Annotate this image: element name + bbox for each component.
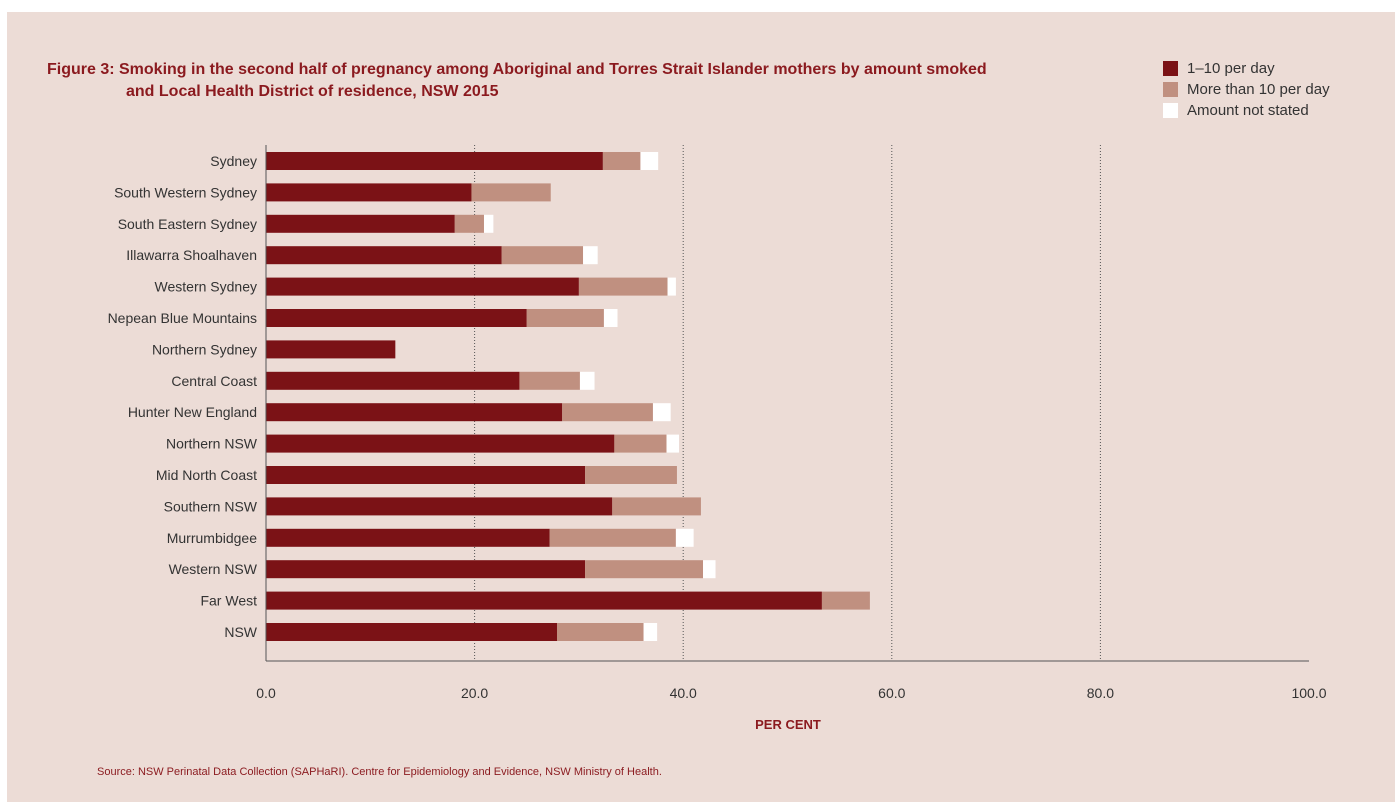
category-label-central-coast: Central Coast <box>171 373 257 389</box>
legend-swatch-not-stated <box>1163 103 1178 118</box>
legend-label-not-stated: Amount not stated <box>1187 102 1309 119</box>
bar-western-nsw-more-than-10-per-day <box>585 560 704 579</box>
category-label-south-western-sydney: South Western Sydney <box>114 184 257 200</box>
bar-illawarra-shoalhaven-more-than-10-per-day <box>501 246 584 265</box>
x-tick-label-0: 0.0 <box>256 685 276 701</box>
bar-far-west-more-than-10-per-day <box>821 591 870 610</box>
bar-western-sydney-1-10-per-day <box>266 277 579 296</box>
bar-southern-nsw-1-10-per-day <box>266 497 613 516</box>
bar-mid-north-coast-more-than-10-per-day <box>585 466 677 484</box>
bar-hunter-new-england-more-than-10-per-day <box>562 403 653 422</box>
chart-legend: 1–10 per day More than 10 per day Amount… <box>1163 58 1330 121</box>
bar-south-western-sydney-1-10-per-day <box>266 183 472 202</box>
bar-sydney-more-than-10-per-day <box>602 152 641 170</box>
bar-western-sydney-amount-not-stated <box>667 277 676 296</box>
bar-northern-nsw-1-10-per-day <box>266 434 615 453</box>
category-label-mid-north-coast: Mid North Coast <box>156 467 257 483</box>
category-label-illawarra-shoalhaven: Illawarra Shoalhaven <box>126 247 257 263</box>
legend-swatch-more-than-10 <box>1163 82 1178 97</box>
bar-nepean-blue-mountains-amount-not-stated <box>603 309 618 327</box>
x-tick-label-40: 40.0 <box>670 685 697 701</box>
chart-panel <box>7 12 1395 802</box>
bar-illawarra-shoalhaven-amount-not-stated <box>583 246 598 265</box>
category-label-northern-sydney: Northern Sydney <box>152 341 257 357</box>
bar-central-coast-1-10-per-day <box>266 371 520 390</box>
bar-hunter-new-england-amount-not-stated <box>652 403 671 422</box>
bar-mid-north-coast-1-10-per-day <box>266 466 586 484</box>
bar-southern-nsw-more-than-10-per-day <box>612 497 701 516</box>
category-label-hunter-new-england: Hunter New England <box>128 404 257 420</box>
bar-western-nsw-amount-not-stated <box>703 560 716 579</box>
x-tick-label-20: 20.0 <box>461 685 488 701</box>
category-label-south-eastern-sydney: South Eastern Sydney <box>118 216 257 232</box>
legend-label-1-10-per-day: 1–10 per day <box>1187 60 1275 77</box>
category-label-far-west: Far West <box>200 593 257 609</box>
bar-far-west-1-10-per-day <box>266 591 822 610</box>
bar-nsw-more-than-10-per-day <box>556 623 644 641</box>
source-note: Source: NSW Perinatal Data Collection (S… <box>97 766 662 778</box>
bar-nepean-blue-mountains-more-than-10-per-day <box>526 309 604 327</box>
bar-murrumbidgee-1-10-per-day <box>266 528 550 547</box>
bar-northern-nsw-amount-not-stated <box>666 434 680 453</box>
bar-nepean-blue-mountains-1-10-per-day <box>266 309 527 327</box>
bar-central-coast-more-than-10-per-day <box>519 371 580 390</box>
bar-northern-sydney-1-10-per-day <box>266 340 396 359</box>
bar-western-nsw-1-10-per-day <box>266 560 586 579</box>
category-label-nepean-blue-mountains: Nepean Blue Mountains <box>108 310 257 326</box>
legend-item-not-stated: Amount not stated <box>1163 100 1330 121</box>
legend-swatch-1-10-per-day <box>1163 61 1178 76</box>
bar-south-eastern-sydney-more-than-10-per-day <box>454 214 484 233</box>
category-label-sydney: Sydney <box>210 153 257 169</box>
bar-south-eastern-sydney-amount-not-stated <box>483 214 494 233</box>
category-label-southern-nsw: Southern NSW <box>164 498 258 514</box>
category-label-murrumbidgee: Murrumbidgee <box>167 530 257 546</box>
bar-sydney-amount-not-stated <box>640 152 659 170</box>
bar-south-western-sydney-more-than-10-per-day <box>471 183 551 202</box>
bar-central-coast-amount-not-stated <box>579 371 595 390</box>
bar-illawarra-shoalhaven-1-10-per-day <box>266 246 502 265</box>
bar-murrumbidgee-amount-not-stated <box>675 528 694 547</box>
legend-label-more-than-10: More than 10 per day <box>1187 81 1330 98</box>
x-tick-label-80: 80.0 <box>1087 685 1114 701</box>
category-label-western-nsw: Western NSW <box>169 561 258 577</box>
bar-nsw-amount-not-stated <box>643 623 658 641</box>
chart-title-line1: Figure 3: Smoking in the second half of … <box>47 61 987 78</box>
x-tick-label-100: 100.0 <box>1291 685 1326 701</box>
bar-hunter-new-england-1-10-per-day <box>266 403 563 422</box>
chart-title-line2: and Local Health District of residence, … <box>126 83 499 100</box>
legend-item-more-than-10: More than 10 per day <box>1163 79 1330 100</box>
bar-nsw-1-10-per-day <box>266 623 557 641</box>
chart-title: Figure 3: Smoking in the second half of … <box>47 59 1127 103</box>
x-axis-title: PER CENT <box>755 717 821 732</box>
bar-northern-nsw-more-than-10-per-day <box>614 434 667 453</box>
legend-item-1-10-per-day: 1–10 per day <box>1163 58 1330 79</box>
category-label-western-sydney: Western Sydney <box>155 279 257 295</box>
category-label-nsw: NSW <box>224 624 257 640</box>
x-tick-label-60: 60.0 <box>878 685 905 701</box>
bar-western-sydney-more-than-10-per-day <box>578 277 668 296</box>
bar-sydney-1-10-per-day <box>266 152 603 170</box>
bar-south-eastern-sydney-1-10-per-day <box>266 214 455 233</box>
bar-murrumbidgee-more-than-10-per-day <box>549 528 676 547</box>
category-label-northern-nsw: Northern NSW <box>166 436 258 452</box>
